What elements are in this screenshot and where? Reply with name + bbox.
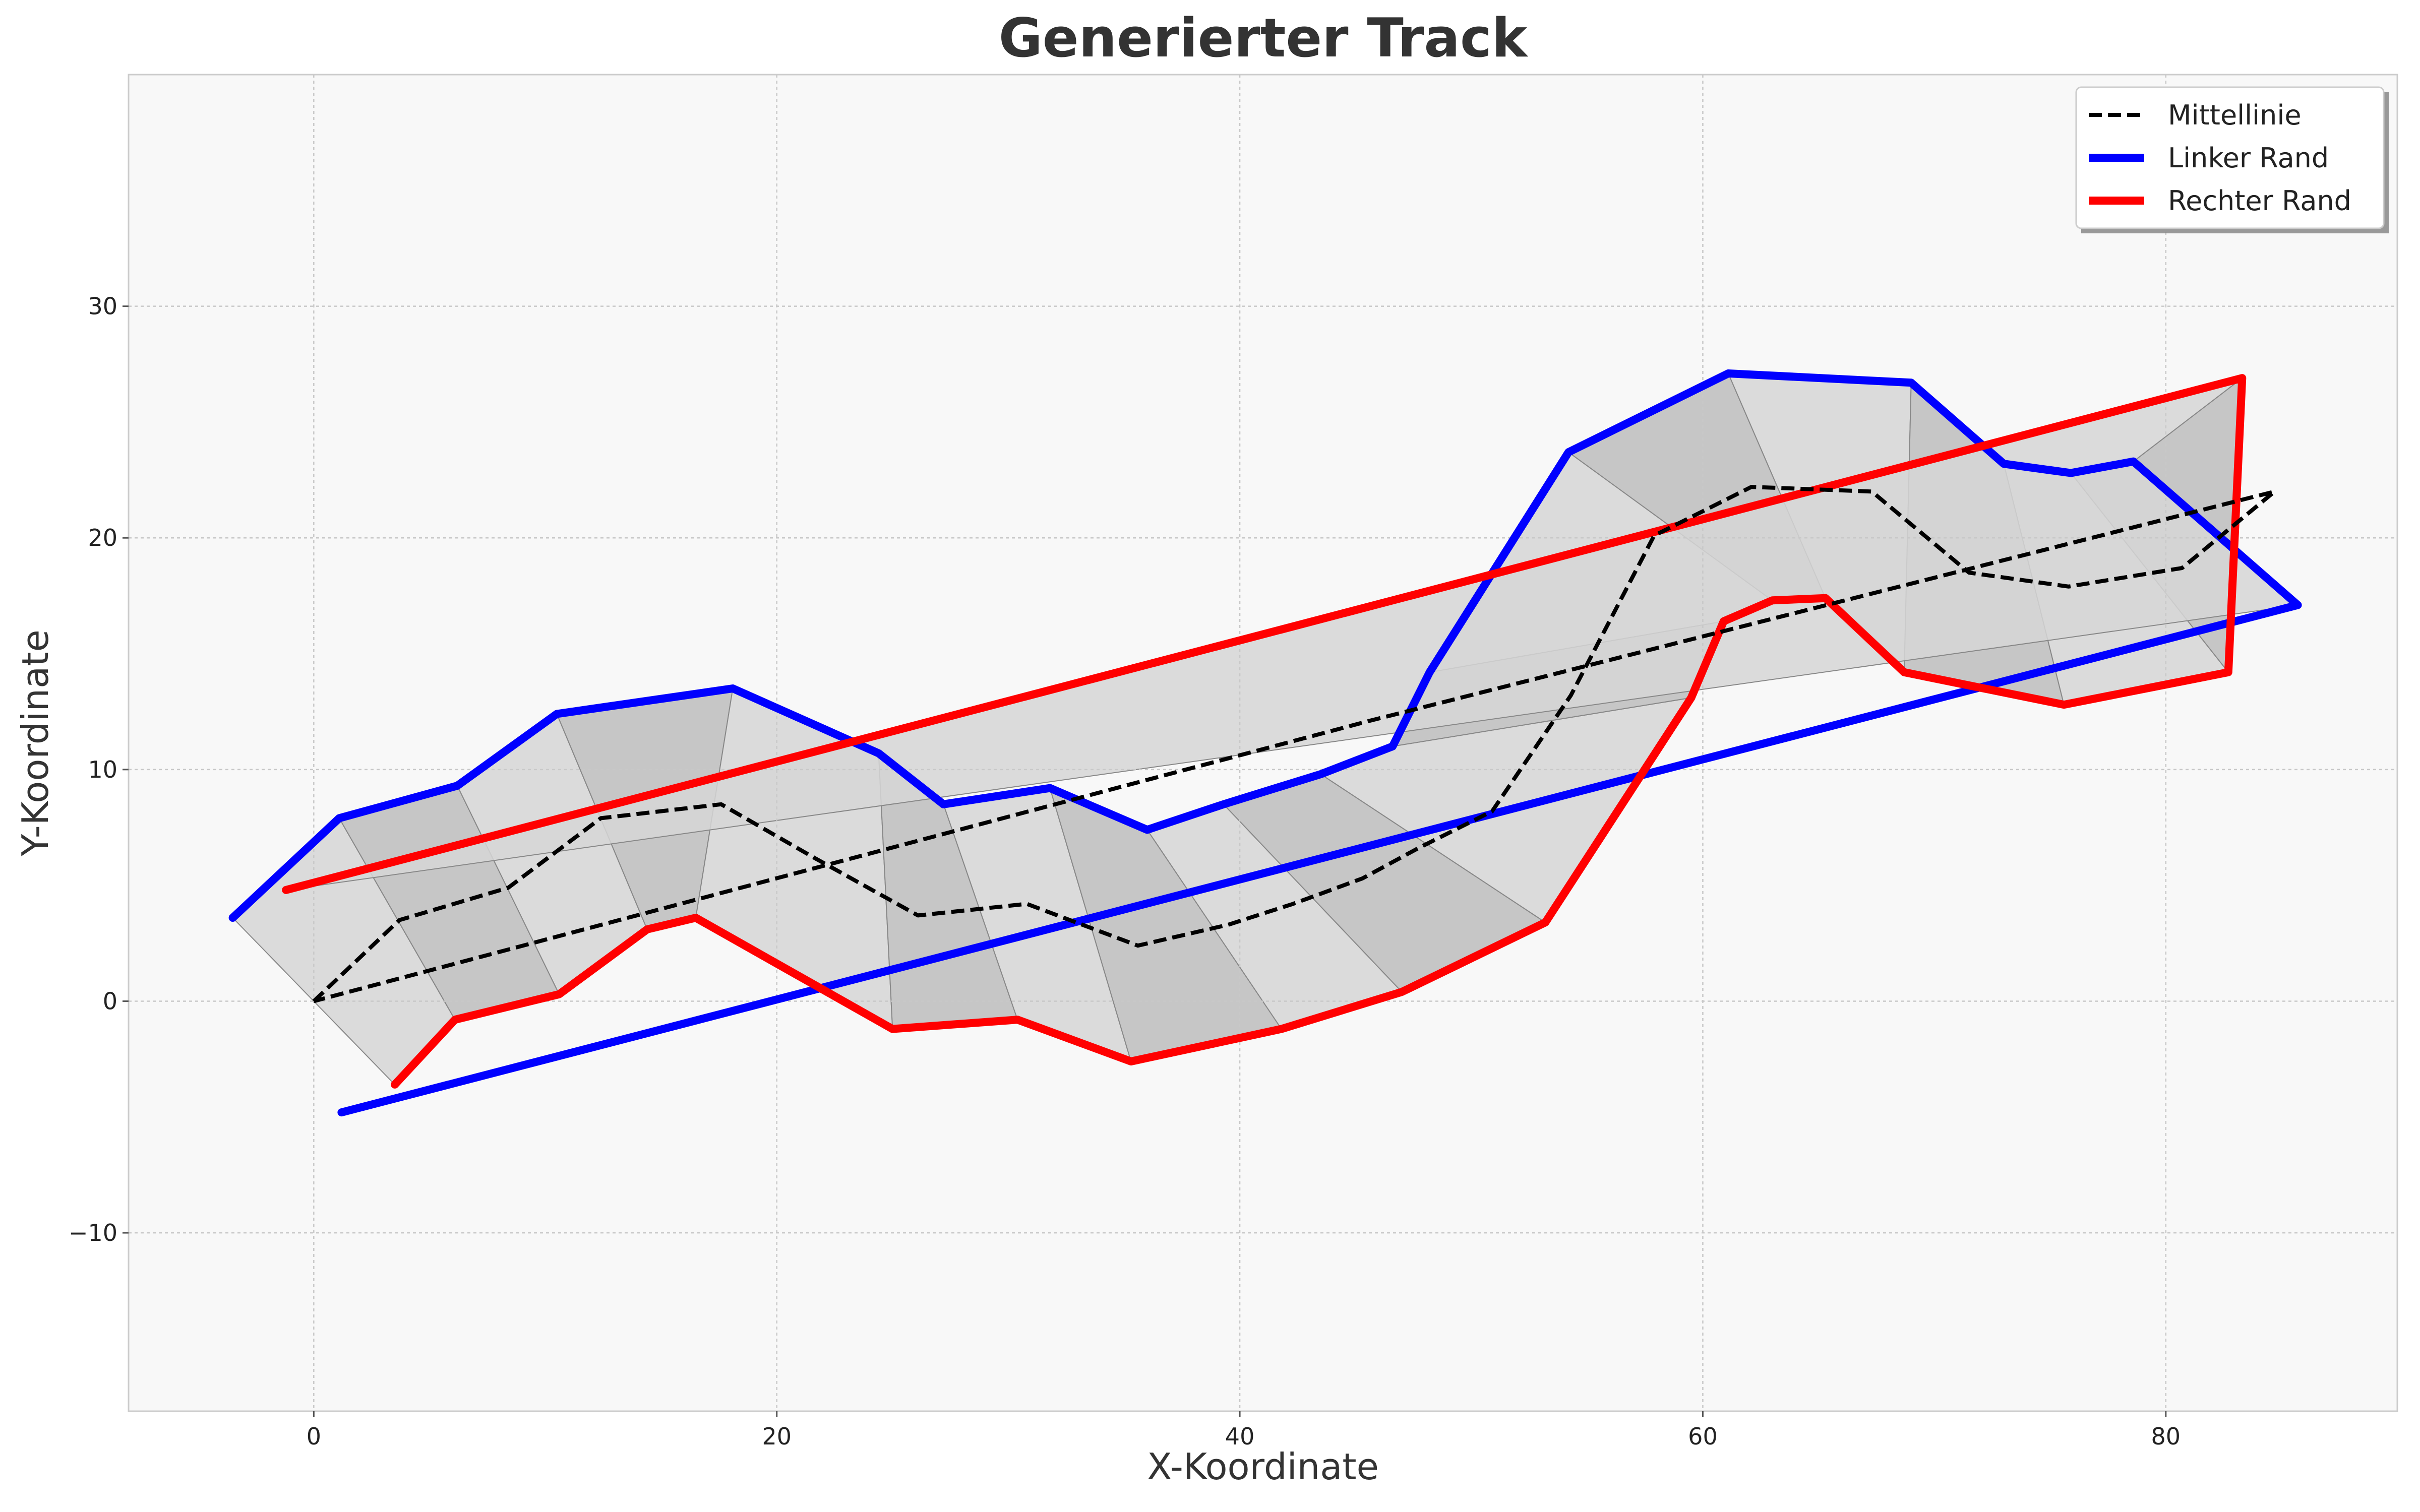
x-axis-ticks: 0 20 40 60 80	[307, 1411, 2181, 1450]
x-tick-label: 40	[1225, 1423, 1255, 1450]
legend: Mittellinie Linker Rand Rechter Rand	[2075, 86, 2389, 233]
y-axis-label: Y-Koordinate	[14, 629, 56, 856]
x-tick-label: 80	[2151, 1423, 2181, 1450]
legend-label-linker-rand: Linker Rand	[2168, 142, 2329, 174]
series-mittellinie	[312, 485, 2277, 1003]
y-tick-label: −10	[69, 1219, 117, 1246]
x-tick-label: 0	[307, 1423, 321, 1450]
y-axis-ticks: −10 0 10 20 30	[69, 293, 129, 1246]
series-rechter-rand	[282, 374, 2247, 1089]
x-tick-label: 60	[1688, 1423, 1718, 1450]
grid-lines	[129, 75, 2397, 1411]
x-tick-label: 20	[762, 1423, 792, 1450]
y-tick-label: 20	[88, 524, 117, 551]
legend-label-mittellinie: Mittellinie	[2168, 99, 2302, 131]
y-tick-label: 30	[88, 293, 117, 320]
y-tick-label: 10	[88, 756, 117, 783]
x-axis-label: X-Koordinate	[1147, 1445, 1379, 1488]
legend-label-rechter-rand: Rechter Rand	[2168, 185, 2351, 217]
series-linker-rand	[228, 369, 2302, 1117]
series-layer	[228, 369, 2302, 1117]
y-tick-label: 0	[103, 987, 117, 1015]
chart-title: Generierter Track	[999, 7, 1529, 69]
legend-box	[2075, 86, 2385, 229]
